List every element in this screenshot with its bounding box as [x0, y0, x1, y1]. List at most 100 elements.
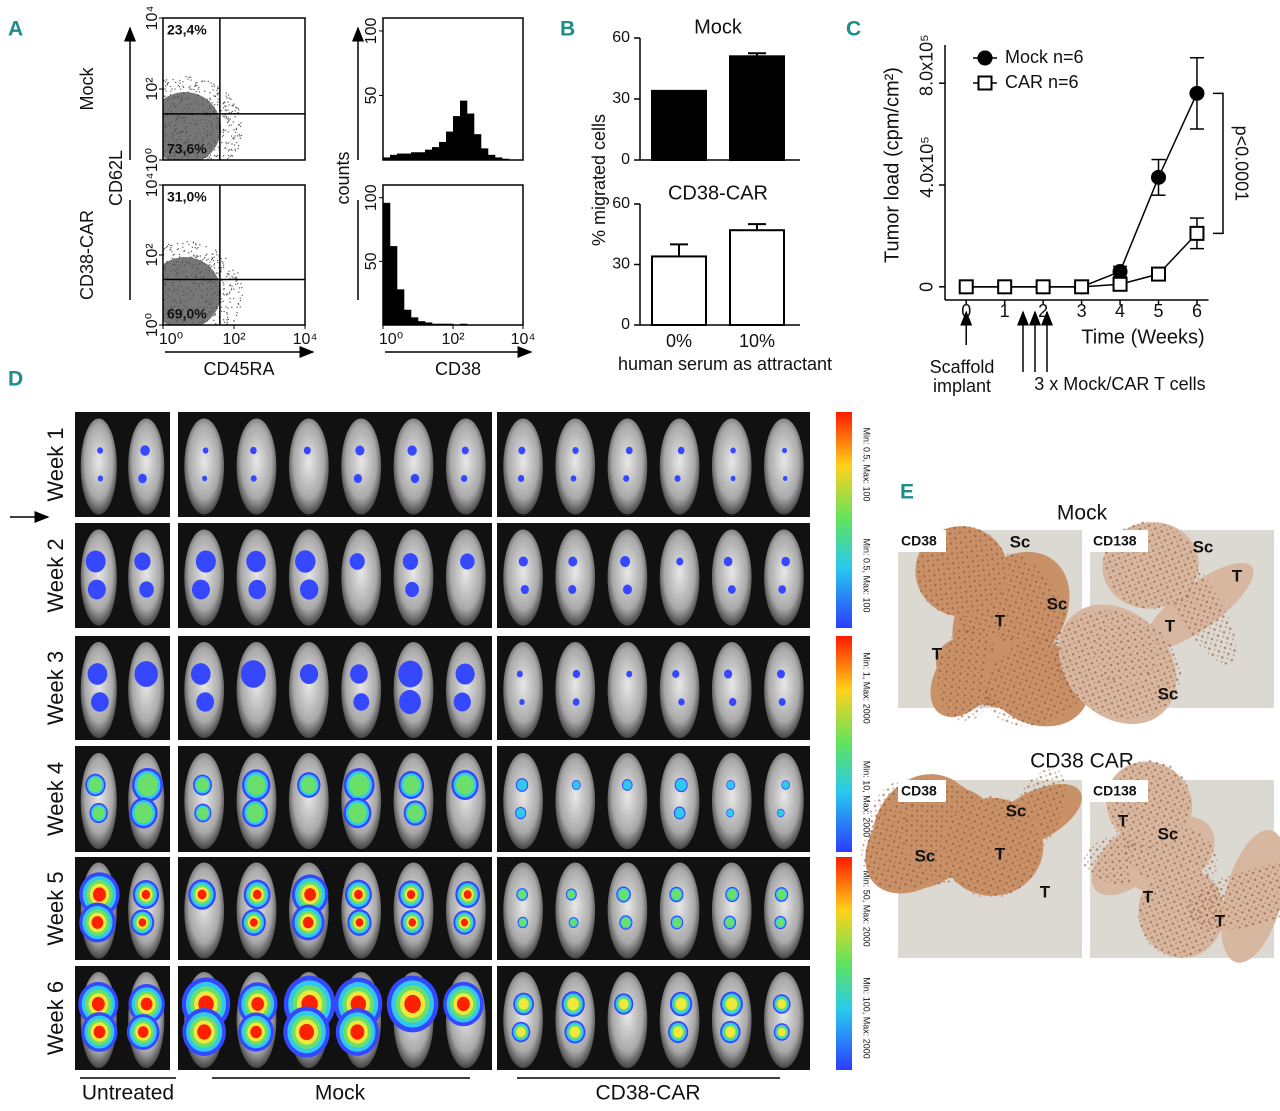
tissue-cells: [943, 796, 1042, 898]
signal: [626, 670, 633, 678]
dot: [217, 161, 218, 162]
dot: [152, 135, 153, 136]
x-tick-label: 10⁰: [159, 331, 183, 348]
mouse: [288, 753, 329, 849]
dot: [213, 264, 215, 266]
signal: [350, 995, 367, 1013]
mouse: [764, 418, 804, 515]
dot: [182, 290, 184, 292]
dot: [221, 136, 224, 138]
dot: [167, 173, 168, 174]
signal: [402, 553, 419, 570]
dot: [177, 115, 179, 117]
dot: [205, 112, 207, 114]
dot: [168, 122, 170, 124]
dot: [201, 177, 202, 178]
dot: [209, 105, 211, 107]
dot: [206, 294, 208, 296]
dot: [226, 323, 228, 325]
dot: [226, 273, 228, 275]
dot: [178, 256, 181, 258]
dot: [177, 248, 180, 250]
mouse: [607, 418, 648, 515]
histogram-bar: [438, 141, 447, 160]
dot: [194, 263, 196, 266]
dot: [216, 294, 219, 296]
dot: [184, 167, 185, 168]
dot: [220, 269, 222, 271]
dot: [139, 273, 140, 274]
dot: [195, 288, 198, 291]
dot: [202, 259, 204, 261]
panel-label: B: [560, 18, 575, 41]
dot: [190, 318, 193, 320]
dot: [231, 110, 233, 113]
dot: [202, 137, 204, 139]
signal: [138, 918, 147, 927]
dot: [188, 87, 190, 89]
dot: [167, 82, 169, 84]
dot: [203, 321, 205, 323]
dot: [195, 270, 197, 272]
dot: [200, 259, 202, 262]
dot: [197, 337, 198, 338]
dot: [179, 281, 181, 283]
dot: [179, 132, 181, 134]
dot: [209, 298, 211, 300]
image-background: [178, 523, 492, 628]
dot: [180, 147, 182, 149]
dot: [208, 281, 210, 283]
histogram-bar: [446, 131, 454, 160]
dot: [182, 319, 185, 321]
dot: [139, 145, 140, 146]
dot: [184, 116, 186, 118]
dot: [211, 123, 213, 125]
dot: [148, 141, 149, 142]
dot: [172, 291, 174, 293]
dot: [236, 107, 238, 109]
dot: [140, 113, 141, 114]
dot: [175, 81, 177, 84]
dot: [134, 117, 135, 118]
dot: [177, 119, 179, 121]
dot: [223, 294, 225, 296]
panel-label: C: [846, 18, 861, 41]
dot: [226, 97, 228, 99]
dot: [187, 78, 189, 80]
dot: [192, 109, 194, 111]
mouse: [503, 862, 543, 959]
dot: [167, 142, 169, 144]
dot: [194, 145, 197, 147]
dot: [228, 270, 230, 273]
mouse: [711, 418, 752, 515]
dot: [228, 111, 230, 114]
signal: [676, 557, 684, 566]
dot: [143, 273, 144, 274]
signal: [777, 1027, 786, 1037]
dot: [197, 143, 200, 145]
x-tick-label: 10²: [222, 331, 246, 348]
dot: [191, 88, 193, 90]
dot: [207, 338, 208, 339]
dot: [171, 282, 174, 284]
dot: [222, 131, 224, 134]
x-tick-label: 4: [1115, 301, 1125, 321]
dot: [181, 97, 183, 99]
dot: [175, 320, 178, 322]
mouse: [393, 418, 434, 515]
dot: [159, 140, 160, 141]
dot: [227, 109, 229, 111]
mouse: [711, 862, 752, 959]
dot: [235, 276, 237, 278]
dot: [230, 154, 233, 156]
dot: [163, 140, 166, 142]
dot: [213, 335, 214, 336]
dot: [190, 171, 191, 172]
dot: [182, 321, 185, 323]
dot: [133, 287, 134, 288]
dot: [222, 115, 224, 117]
histogram-bar: [403, 309, 412, 325]
dot: [164, 135, 166, 137]
signal: [407, 804, 423, 822]
dot: [163, 323, 165, 325]
